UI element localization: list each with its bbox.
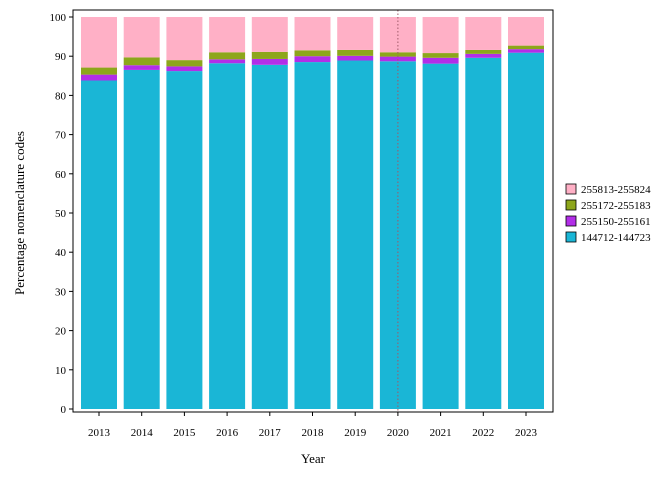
bar-segment-2018-255172-255183 [294, 50, 331, 57]
bar-segment-2022-255150-255161 [465, 53, 502, 58]
bar-segment-2015-255813-255824 [166, 17, 203, 61]
bar-segment-2016-144712-144723 [209, 63, 246, 409]
y-tick-label: 20 [55, 326, 67, 338]
bar-segment-2014-144712-144723 [123, 69, 160, 410]
bar-segment-2018-255150-255161 [294, 56, 331, 63]
bar-segment-2013-144712-144723 [81, 80, 117, 409]
bar-segment-2015-255150-255161 [166, 66, 203, 72]
bar-segment-2014-255172-255183 [123, 57, 160, 66]
x-tick-label: 2014 [131, 427, 154, 439]
x-tick-label: 2017 [259, 427, 282, 439]
bar-segment-2014-255813-255824 [123, 17, 160, 58]
bar-segment-2014-255150-255161 [123, 65, 160, 70]
bar-segment-2023-255172-255183 [508, 45, 544, 50]
y-tick-label: 90 [55, 51, 67, 63]
bar-segment-2019-144712-144723 [337, 60, 374, 410]
x-tick-label: 2018 [302, 427, 325, 439]
bar-segment-2021-255150-255161 [422, 57, 459, 64]
bar-segment-2023-255813-255824 [508, 17, 544, 46]
legend-swatch [565, 199, 577, 211]
bar-segment-2020-255172-255183 [379, 52, 416, 57]
y-tick-label: 40 [55, 247, 67, 259]
bars-layer [81, 17, 544, 410]
x-tick-label: 2020 [387, 427, 410, 439]
y-tick-label: 80 [55, 90, 67, 102]
bar-segment-2019-255813-255824 [337, 17, 374, 50]
x-tick-label: 2019 [344, 427, 367, 439]
x-tick-label: 2016 [216, 427, 239, 439]
bar-segment-2019-255150-255161 [337, 55, 374, 61]
bar-segment-2023-144712-144723 [508, 52, 544, 410]
legend-swatch [565, 231, 577, 243]
bar-segment-2019-255172-255183 [337, 49, 374, 56]
bar-segment-2018-255813-255824 [294, 17, 331, 51]
y-tick-label: 10 [55, 365, 67, 377]
bar-segment-2023-255150-255161 [508, 49, 544, 53]
bar-segment-2013-255813-255824 [81, 17, 117, 68]
legend-label: 144712-144723 [581, 232, 651, 244]
y-tick-label: 100 [50, 12, 67, 24]
bar-segment-2016-255813-255824 [209, 17, 246, 53]
bar-segment-2021-255172-255183 [422, 53, 459, 58]
x-tick-label: 2013 [88, 427, 111, 439]
bar-segment-2013-255172-255183 [81, 67, 117, 75]
bar-segment-2018-144712-144723 [294, 62, 331, 410]
x-tick-label: 2023 [515, 427, 538, 439]
bar-segment-2015-144712-144723 [166, 71, 203, 409]
bar-segment-2017-255813-255824 [251, 17, 288, 52]
bar-segment-2020-255150-255161 [379, 56, 416, 62]
legend-label: 255172-255183 [581, 200, 651, 212]
bar-segment-2016-255172-255183 [209, 52, 246, 60]
x-axis-title: Year [301, 451, 326, 466]
axes-layer: 0 10 20 30 40 50 60 70 80 90 100 2013 2014 2015 2016 20… [50, 9, 554, 439]
bar-segment-2017-144712-144723 [251, 64, 288, 409]
bar-segment-2017-255150-255161 [251, 58, 288, 65]
legend-swatch [565, 215, 577, 227]
bar-segment-2017-255172-255183 [251, 51, 288, 59]
bar-segment-2021-144712-144723 [422, 63, 459, 409]
x-tick-label: 2015 [173, 427, 196, 439]
bar-segment-2013-255150-255161 [81, 74, 117, 81]
legend-label: 255813-255824 [581, 184, 651, 196]
legend-label: 255150-255161 [581, 216, 651, 228]
y-axis-title: Percentage nomenclature codes [12, 131, 27, 295]
y-tick-label: 0 [61, 404, 67, 416]
bar-segment-2022-255172-255183 [465, 49, 502, 54]
x-tick-label: 2021 [430, 427, 452, 439]
y-tick-label: 70 [55, 130, 67, 142]
x-tick-label: 2022 [472, 427, 494, 439]
y-tick-label: 50 [55, 208, 67, 220]
bar-segment-2016-255150-255161 [209, 59, 246, 64]
legend-swatch [565, 183, 577, 195]
bar-segment-2015-255172-255183 [166, 60, 203, 67]
bar-segment-2021-255813-255824 [422, 17, 459, 54]
legend: 255813-255824 255172-255183 255150-255161 1… [565, 183, 651, 244]
bar-segment-2022-144712-144723 [465, 57, 502, 409]
y-tick-label: 60 [55, 169, 67, 181]
y-tick-label: 30 [55, 286, 67, 298]
bar-segment-2022-255813-255824 [465, 17, 502, 50]
